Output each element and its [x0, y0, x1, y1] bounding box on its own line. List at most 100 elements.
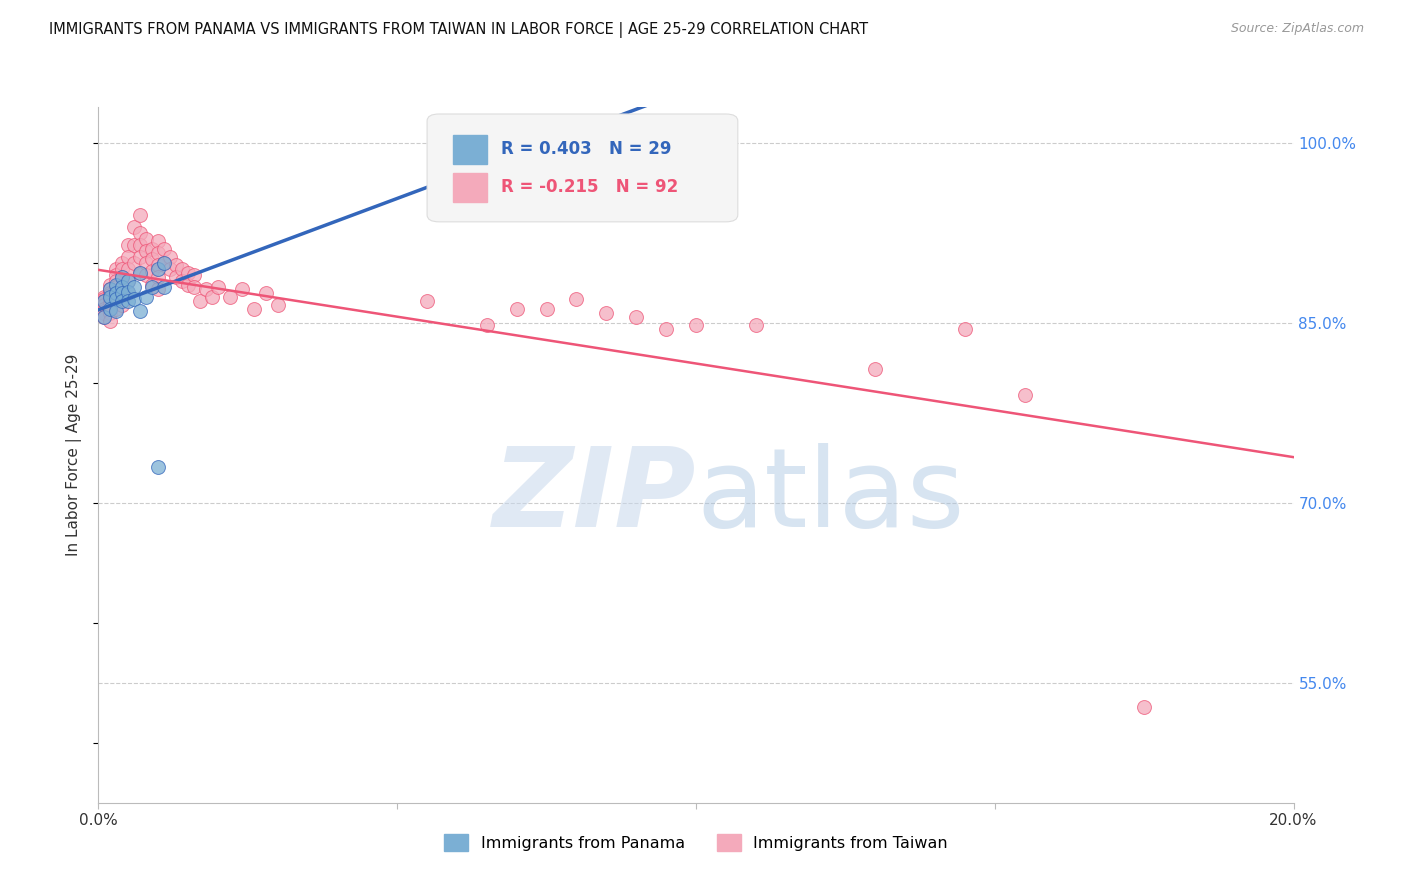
Point: [93, 310, 115, 324]
Point: [124, 238, 146, 252]
Point: [98, 301, 122, 316]
Point: [98, 313, 122, 327]
Point: [595, 306, 617, 320]
Point: [105, 262, 128, 277]
Point: [165, 259, 187, 273]
Point: [124, 280, 146, 294]
Point: [93, 301, 115, 316]
Point: [98, 277, 122, 292]
Point: [111, 294, 134, 309]
Point: [98, 289, 122, 303]
Point: [129, 238, 152, 252]
Point: [111, 285, 134, 300]
Point: [105, 268, 128, 282]
Point: [254, 285, 277, 300]
FancyBboxPatch shape: [427, 114, 738, 222]
Point: [129, 208, 152, 222]
Point: [129, 266, 152, 280]
Point: [111, 288, 134, 302]
Point: [141, 252, 163, 267]
Point: [129, 226, 152, 240]
Point: [117, 274, 139, 288]
Point: [159, 262, 181, 277]
Point: [953, 322, 976, 336]
Point: [153, 280, 176, 294]
Point: [177, 277, 200, 292]
Point: [655, 322, 678, 336]
Point: [93, 304, 115, 318]
Point: [105, 292, 128, 306]
Point: [124, 256, 146, 270]
Point: [111, 270, 134, 285]
Point: [117, 238, 139, 252]
Point: [626, 310, 648, 324]
Point: [98, 282, 122, 296]
Point: [153, 256, 176, 270]
Point: [219, 289, 242, 303]
Point: [1014, 388, 1036, 402]
Y-axis label: In Labor Force | Age 25-29: In Labor Force | Age 25-29: [66, 354, 83, 556]
Point: [105, 274, 128, 288]
Point: [93, 294, 115, 309]
Point: [506, 301, 529, 316]
Point: [93, 289, 115, 303]
Point: [183, 280, 205, 294]
Point: [159, 250, 181, 264]
Point: [124, 219, 146, 234]
Point: [98, 301, 122, 316]
Point: [475, 318, 498, 333]
Point: [111, 270, 134, 285]
Point: [117, 294, 139, 309]
Point: [111, 280, 134, 294]
Point: [105, 301, 128, 316]
Point: [165, 270, 187, 285]
Point: [172, 262, 194, 277]
Point: [554, 142, 576, 156]
Text: R = 0.403   N = 29: R = 0.403 N = 29: [501, 140, 672, 158]
Point: [98, 294, 122, 309]
Point: [135, 289, 157, 303]
Point: [111, 256, 134, 270]
Point: [148, 262, 170, 277]
Point: [183, 268, 205, 282]
Point: [148, 282, 170, 296]
Point: [98, 306, 122, 320]
Point: [135, 232, 157, 246]
Point: [98, 282, 122, 296]
Point: [148, 270, 170, 285]
Text: IMMIGRANTS FROM PANAMA VS IMMIGRANTS FROM TAIWAN IN LABOR FORCE | AGE 25-29 CORR: IMMIGRANTS FROM PANAMA VS IMMIGRANTS FRO…: [49, 22, 869, 38]
Point: [446, 148, 468, 162]
Text: ZIP: ZIP: [492, 443, 696, 550]
Point: [111, 262, 134, 277]
Point: [177, 266, 200, 280]
Point: [98, 292, 122, 306]
Bar: [453, 135, 486, 164]
Point: [93, 298, 115, 312]
Point: [117, 250, 139, 264]
Point: [105, 292, 128, 306]
Point: [135, 244, 157, 258]
Point: [231, 282, 253, 296]
Point: [141, 277, 163, 292]
Point: [117, 285, 139, 299]
Point: [135, 268, 157, 282]
Point: [105, 280, 128, 294]
Point: [117, 274, 139, 288]
Point: [745, 318, 768, 333]
Point: [105, 277, 128, 292]
Point: [153, 242, 176, 256]
Point: [111, 280, 134, 294]
Point: [267, 298, 290, 312]
Point: [129, 304, 152, 318]
Point: [135, 256, 157, 270]
Point: [98, 298, 122, 312]
Point: [93, 294, 115, 309]
Point: [93, 306, 115, 320]
Text: R = -0.215   N = 92: R = -0.215 N = 92: [501, 178, 679, 196]
Point: [207, 280, 229, 294]
Point: [148, 235, 170, 249]
Point: [141, 280, 163, 294]
Text: Source: ZipAtlas.com: Source: ZipAtlas.com: [1230, 22, 1364, 36]
Point: [243, 301, 266, 316]
Bar: [453, 173, 486, 202]
